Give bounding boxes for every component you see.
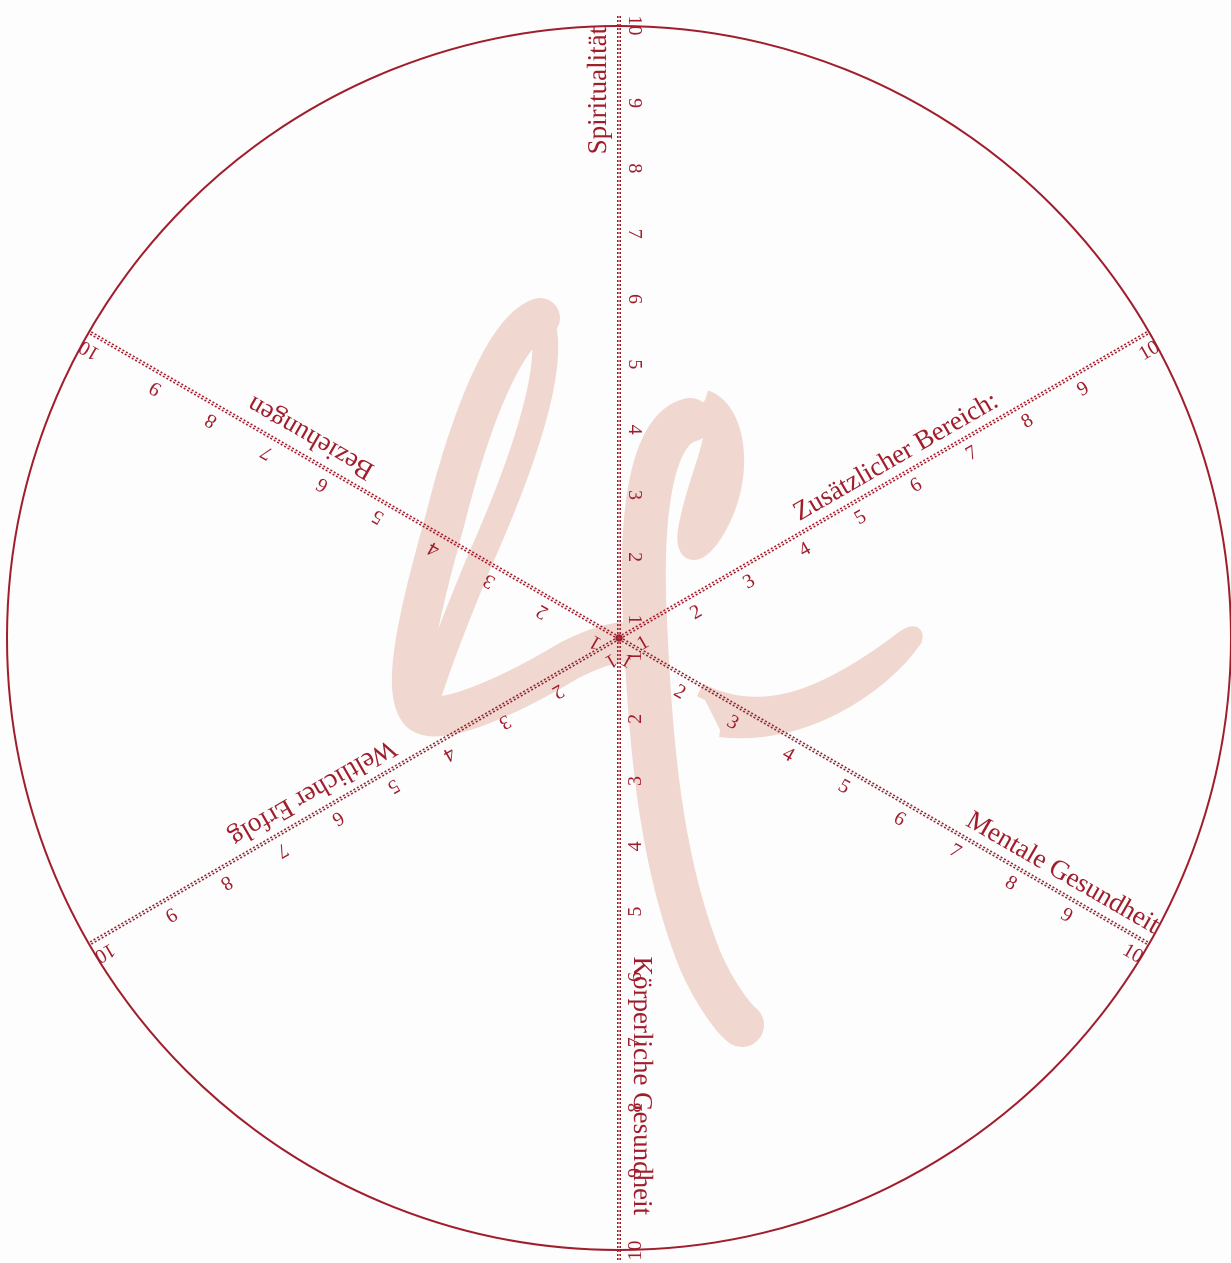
tick-mentale-gesundheit-9: 9 xyxy=(1057,903,1077,927)
tick-zusaetzlicher-bereich-4: 4 xyxy=(795,537,815,561)
tick-beziehungen-8: 8 xyxy=(201,409,221,433)
axis-label-koerperliche-gesundheit: Körperliche Gesundheit xyxy=(628,957,658,1216)
axis-label-weltlicher-erfolg: Weltlicher Erfolg xyxy=(225,734,402,854)
tick-spiritualitaet-7: 7 xyxy=(624,229,646,239)
tick-spiritualitaet-2: 2 xyxy=(624,552,646,562)
tick-spiritualitaet-4: 4 xyxy=(624,425,646,435)
tick-spiritualitaet-3: 3 xyxy=(624,490,646,500)
tick-zusaetzlicher-bereich-3: 3 xyxy=(739,569,759,593)
tick-koerperliche-gesundheit-5: 5 xyxy=(624,907,646,917)
axis-line-beziehungen-2 xyxy=(89,330,620,638)
tick-beziehungen-9: 9 xyxy=(145,377,165,401)
tick-koerperliche-gesundheit-9: 9 xyxy=(624,1168,646,1178)
tick-spiritualitaet-8: 8 xyxy=(624,163,646,173)
axis-line-weltlicher-erfolg-2 xyxy=(87,636,619,944)
tick-beziehungen-6: 6 xyxy=(312,473,332,497)
axis-line-beziehungen-1 xyxy=(87,332,619,640)
tick-zusaetzlicher-bereich-8: 8 xyxy=(1017,409,1037,433)
tick-mentale-gesundheit-4: 4 xyxy=(779,742,799,766)
tick-zusaetzlicher-bereich-7: 7 xyxy=(962,441,982,465)
tick-zusaetzlicher-bereich-9: 9 xyxy=(1073,377,1093,401)
center-point xyxy=(615,634,623,642)
tick-spiritualitaet-5: 5 xyxy=(624,359,646,369)
tick-spiritualitaet-10: 10 xyxy=(624,15,646,35)
axis-koerperliche-gesundheit: 1 2 3 4 5 6 7 8 9 10 Körperliche Gesundheit xyxy=(616,638,658,1261)
tick-mentale-gesundheit-7: 7 xyxy=(946,839,966,863)
tick-koerperliche-gesundheit-3: 3 xyxy=(624,776,646,786)
tick-mentale-gesundheit-2: 2 xyxy=(670,680,690,704)
tick-mentale-gesundheit-5: 5 xyxy=(834,774,854,798)
tick-beziehungen-7: 7 xyxy=(257,441,277,465)
tick-weltlicher-erfolg-6: 6 xyxy=(328,807,348,831)
tick-weltlicher-erfolg-3: 3 xyxy=(495,710,515,734)
axis-line-zusaetzlicher-bereich-2 xyxy=(619,332,1151,640)
tick-koerperliche-gesundheit-4: 4 xyxy=(624,841,646,851)
tick-koerperliche-gesundheit-1: 1 xyxy=(624,651,646,661)
tick-weltlicher-erfolg-7: 7 xyxy=(273,839,293,863)
tick-koerperliche-gesundheit-7: 7 xyxy=(624,1037,646,1047)
axis-line-mentale-gesundheit-2 xyxy=(618,638,1149,946)
tick-zusaetzlicher-bereich-2: 2 xyxy=(686,600,706,624)
outer-circle xyxy=(6,25,1231,1251)
axis-label-spiritualitaet: Spiritualität xyxy=(582,26,612,154)
tick-koerperliche-gesundheit-2: 2 xyxy=(624,714,646,724)
tick-zusaetzlicher-bereich-5: 5 xyxy=(850,505,870,529)
tick-mentale-gesundheit-6: 6 xyxy=(890,807,910,831)
tick-spiritualitaet-1: 1 xyxy=(624,615,646,625)
tick-koerperliche-gesundheit-10: 10 xyxy=(624,1241,646,1261)
tick-zusaetzlicher-bereich-6: 6 xyxy=(906,473,926,497)
tick-koerperliche-gesundheit-8: 8 xyxy=(624,1103,646,1113)
tick-koerperliche-gesundheit-6: 6 xyxy=(624,972,646,982)
tick-beziehungen-10: 10 xyxy=(75,336,103,365)
life-logo-watermark xyxy=(391,298,923,1047)
tick-zusaetzlicher-bereich-10: 10 xyxy=(1135,336,1163,365)
tick-mentale-gesundheit-8: 8 xyxy=(1001,871,1021,895)
tick-beziehungen-5: 5 xyxy=(368,505,388,529)
tick-weltlicher-erfolg-4: 4 xyxy=(440,742,460,766)
axis-spiritualitaet: 1 2 3 4 5 6 7 8 9 10 Spiritualität xyxy=(582,15,646,638)
axis-line-zusaetzlicher-bereich-1 xyxy=(618,330,1149,638)
tick-weltlicher-erfolg-10: 10 xyxy=(91,939,119,968)
tick-mentale-gesundheit-10: 10 xyxy=(1119,939,1147,968)
tick-weltlicher-erfolg-8: 8 xyxy=(217,871,237,895)
axis-line-weltlicher-erfolg-1 xyxy=(89,638,620,946)
tick-spiritualitaet-6: 6 xyxy=(624,294,646,304)
tick-weltlicher-erfolg-5: 5 xyxy=(384,774,404,798)
axis-line-mentale-gesundheit-1 xyxy=(619,636,1151,944)
tick-weltlicher-erfolg-9: 9 xyxy=(161,903,181,927)
tick-spiritualitaet-9: 9 xyxy=(624,98,646,108)
axis-label-beziehungen: Beziehungen xyxy=(241,390,378,487)
tick-beziehungen-2: 2 xyxy=(532,600,552,624)
axes-layer: 12345678910Spiritualität12345678910Zusät… xyxy=(75,15,1166,1260)
